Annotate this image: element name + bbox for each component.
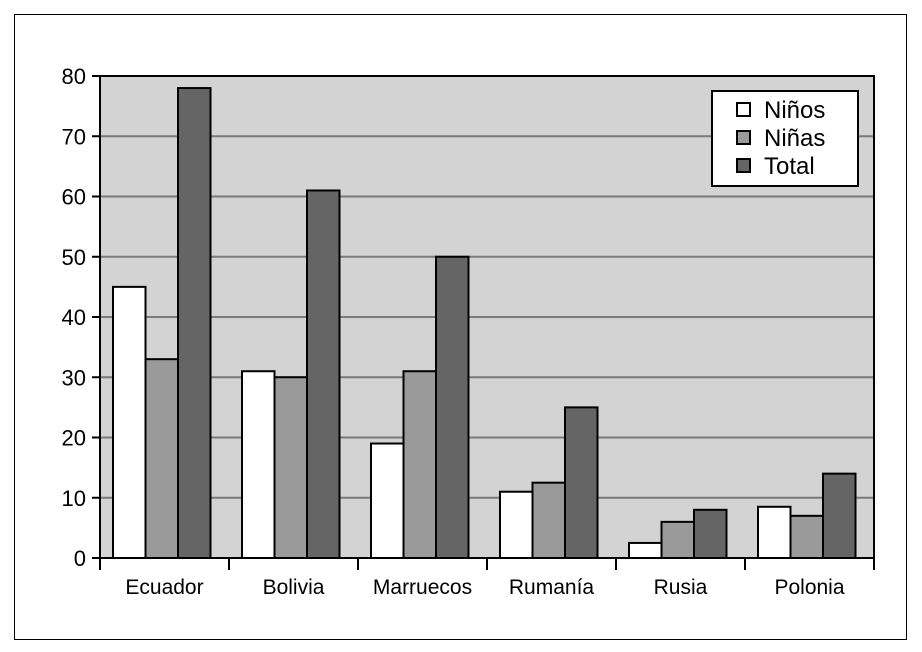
x-category-label-5: Polonia [774,576,844,599]
legend-label-Total: Total [764,153,815,180]
bar-group-0 [112,87,212,560]
bars [112,87,857,560]
bar-Total-Polonia [822,472,857,559]
y-tick-label-0: 0 [74,546,86,571]
y-tick-labels: 0 10 20 30 40 50 60 70 80 [62,64,86,571]
x-category-label-1: Bolivia [263,576,325,599]
x-category-label-4: Rusia [654,576,708,599]
bar-Niños-Polonia [757,505,792,560]
bar-Niños-Bolivia [241,370,276,559]
bar-Total-Rumanía [564,406,599,559]
bar-Niñas-Ecuador [144,358,179,559]
bar-Niños-Ecuador [112,285,147,559]
legend-label-Niños: Niños [764,97,825,124]
x-category-labels: Ecuador Bolivia Marruecos Rumanía Rusia Polon… [125,576,844,599]
y-tick-label-20: 20 [62,426,86,451]
bar-Niñas-Polonia [789,514,824,560]
x-category-label-2: Marruecos [373,576,472,599]
bar-Niñas-Rumanía [531,481,566,559]
axes [92,75,875,570]
bar-group-3 [499,406,599,560]
legend-swatch-Niñas [736,130,751,145]
bar-group-2 [370,255,470,559]
y-tick-label-80: 80 [62,64,86,89]
bar-Total-Bolivia [306,189,341,559]
bar-Niños-Rumanía [499,490,534,560]
bar-Total-Ecuador [177,87,212,560]
y-tick-label-40: 40 [62,305,86,330]
bar-Niñas-Rusia [660,520,695,559]
bar-group-1 [241,189,341,559]
bar-Niños-Rusia [628,541,663,559]
x-category-label-0: Ecuador [125,576,203,599]
y-tick-label-70: 70 [62,124,86,149]
y-tick-label-60: 60 [62,185,86,210]
legend-swatch-Niños [736,102,751,117]
y-tick-label-30: 30 [62,365,86,390]
bar-Total-Marruecos [435,255,470,559]
bar-Niñas-Bolivia [273,376,308,559]
gridlines [100,75,874,499]
legend-swatch-Total [736,158,751,173]
y-tick-label-50: 50 [62,245,86,270]
bar-Niños-Marruecos [370,442,405,559]
bar-Total-Rusia [693,508,728,559]
x-category-label-3: Rumanía [509,576,595,599]
legend-label-Niñas: Niñas [764,125,825,152]
y-tick-label-10: 10 [62,486,86,511]
bar-Niñas-Marruecos [402,370,437,559]
